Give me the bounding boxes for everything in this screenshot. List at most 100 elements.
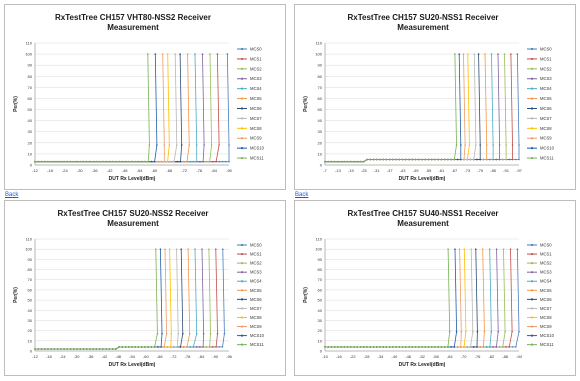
data-point [434, 346, 436, 348]
data-point [47, 160, 49, 163]
data-point [153, 346, 156, 348]
x-tick-label: -66 [166, 168, 173, 173]
data-point [131, 346, 133, 348]
data-point [37, 160, 39, 163]
data-point [518, 158, 520, 161]
x-tick-label: -24 [60, 354, 67, 359]
data-point [47, 348, 49, 350]
y-tick-label: 60 [318, 287, 323, 292]
legend-marker [530, 298, 534, 301]
legend-label-mcs2: MCS2 [250, 261, 262, 266]
data-point [34, 160, 36, 163]
data-point [215, 160, 217, 163]
y-tick-label: 70 [28, 277, 33, 282]
legend-label-mcs3: MCS3 [540, 270, 552, 275]
series-line-mcs8 [325, 249, 467, 348]
data-point [73, 348, 75, 350]
data-point [226, 53, 229, 55]
data-point [495, 248, 498, 250]
legend-marker [530, 325, 534, 328]
legend-marker [530, 127, 534, 130]
data-point [147, 53, 149, 55]
data-point [455, 330, 458, 333]
legend-marker [530, 156, 534, 160]
data-point [212, 160, 214, 163]
data-point [485, 346, 488, 348]
legend-marker [530, 307, 534, 310]
data-point [516, 248, 519, 250]
legend-label-mcs10: MCS10 [540, 146, 555, 151]
data-point [330, 160, 333, 163]
data-point [447, 248, 449, 250]
data-point [186, 53, 189, 55]
data-point [221, 160, 224, 163]
data-point [212, 346, 214, 348]
series-line-mcs1 [325, 54, 513, 163]
data-point [218, 346, 221, 348]
data-point [60, 160, 62, 163]
y-tick-label: 60 [28, 96, 33, 101]
y-tick-label: 90 [318, 257, 323, 262]
y-tick-label: 10 [28, 151, 33, 156]
data-point [460, 144, 462, 146]
legend-label-mcs1: MCS1 [250, 56, 262, 61]
data-point [69, 348, 72, 350]
x-tick-label: -72 [171, 354, 178, 359]
series-line-mcs2 [35, 54, 213, 163]
legend-label-mcs6: MCS6 [250, 106, 262, 111]
legend-marker [240, 67, 244, 70]
back-link-right[interactable]: Back [295, 192, 309, 198]
x-axis-label: DUT Rx Level(dBm) [109, 362, 156, 368]
data-point [124, 160, 127, 163]
data-point [463, 158, 465, 161]
y-tick-label: 20 [318, 328, 323, 333]
x-tick-label: -67 [451, 168, 458, 173]
data-point [468, 144, 471, 146]
data-point [466, 346, 469, 348]
y-tick-label: 100 [315, 247, 322, 252]
legend-label-mcs2: MCS2 [250, 66, 262, 71]
data-point [463, 346, 465, 348]
chart-title-line1: RxTestTree CH157 SU20-NSS1 Receiver [347, 13, 498, 22]
legend-label-mcs10: MCS10 [250, 146, 265, 151]
x-tick-label: -90 [212, 354, 219, 359]
data-point [111, 348, 114, 350]
data-point [186, 160, 188, 163]
data-point [115, 348, 117, 350]
data-point [385, 158, 388, 161]
data-point [346, 346, 349, 348]
data-point [492, 144, 494, 146]
y-tick-label: 20 [28, 328, 33, 333]
back-link-left[interactable]: Back [5, 192, 19, 198]
y-tick-label: 10 [28, 338, 33, 343]
data-point [95, 348, 98, 350]
data-point [144, 160, 146, 163]
x-tick-label: -42 [101, 354, 108, 359]
legend-marker [530, 343, 534, 346]
y-tick-label: 100 [25, 247, 32, 252]
data-point [199, 346, 201, 348]
data-point [182, 332, 184, 335]
legend-marker [240, 47, 244, 51]
data-point [448, 330, 451, 333]
data-point [82, 348, 85, 350]
legend-label-mcs6: MCS6 [250, 297, 262, 302]
x-tick-label: -54 [129, 354, 136, 359]
legend-marker [240, 137, 244, 140]
y-tick-label: 50 [318, 107, 323, 112]
data-point [385, 346, 388, 348]
data-point [40, 160, 43, 163]
y-tick-label: 90 [28, 257, 33, 262]
data-point [209, 332, 212, 335]
series-line-mcs9 [35, 249, 168, 350]
data-point [516, 53, 519, 55]
data-point [177, 332, 179, 335]
data-point [63, 348, 65, 350]
data-point [176, 160, 179, 163]
legend-marker [240, 57, 244, 61]
data-point [366, 346, 368, 348]
y-tick-label: 60 [28, 287, 33, 292]
legend-label-mcs5: MCS5 [250, 288, 262, 293]
x-tick-label: -48 [115, 354, 122, 359]
data-point [173, 160, 175, 163]
